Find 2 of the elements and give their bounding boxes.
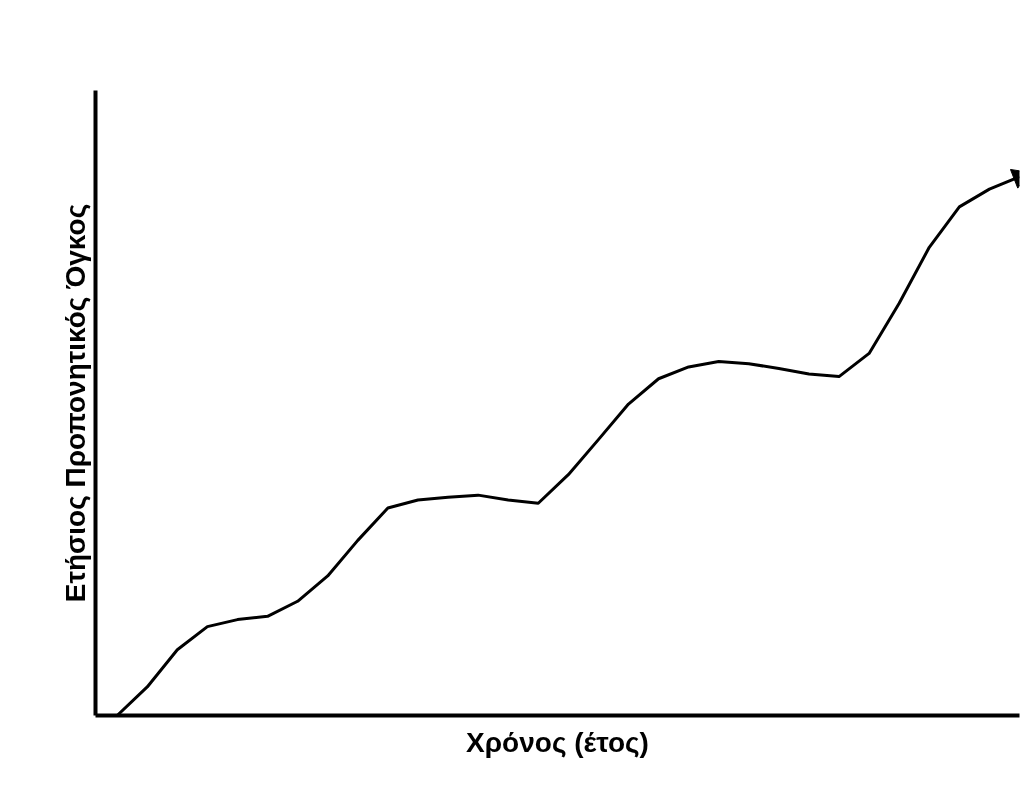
x-axis-title: Χρόνος (έτος) xyxy=(466,726,649,758)
y-axis-title: Ετήσιος Προπονητικός Όγκος xyxy=(59,203,91,603)
